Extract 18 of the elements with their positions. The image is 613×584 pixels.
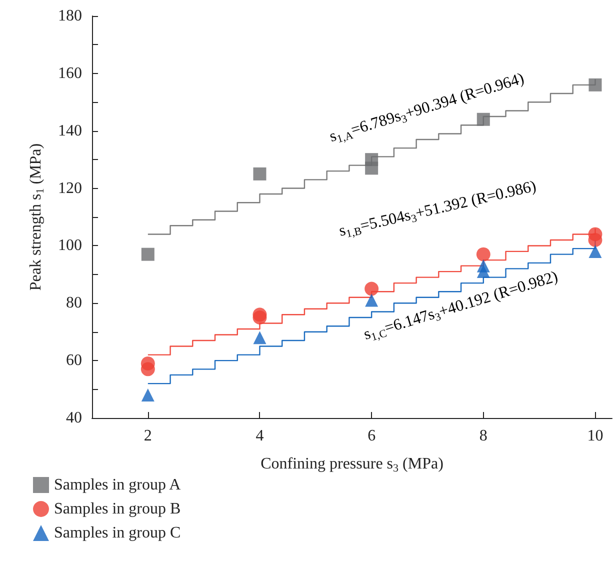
x-tick-label: 6 <box>368 428 376 444</box>
x-tick-label: 2 <box>144 428 152 444</box>
legend-label: Samples in group B <box>54 500 181 518</box>
y-tick-label: 180 <box>58 8 82 24</box>
x-tick-label: 8 <box>479 428 488 444</box>
annotation: s1,B=5.504s3+51.392 (R=0.986) <box>337 178 538 240</box>
y-axis-title: Peak strength s1 (MPa) <box>28 143 46 291</box>
x-tick-label: 4 <box>256 428 264 444</box>
y-tick-label: 60 <box>66 352 82 370</box>
y-tick-label: 120 <box>58 180 82 197</box>
y-tick-label: 160 <box>58 64 82 82</box>
y-tick-label: 80 <box>66 294 82 312</box>
y-tick-label: 100 <box>58 237 82 254</box>
legend-label: Samples in group A <box>54 476 182 494</box>
x-tick-label: 10 <box>587 428 604 444</box>
legend-label: Samples in group C <box>54 524 181 542</box>
y-tick-label: 40 <box>66 410 82 426</box>
y-tick-label: 140 <box>58 122 82 140</box>
